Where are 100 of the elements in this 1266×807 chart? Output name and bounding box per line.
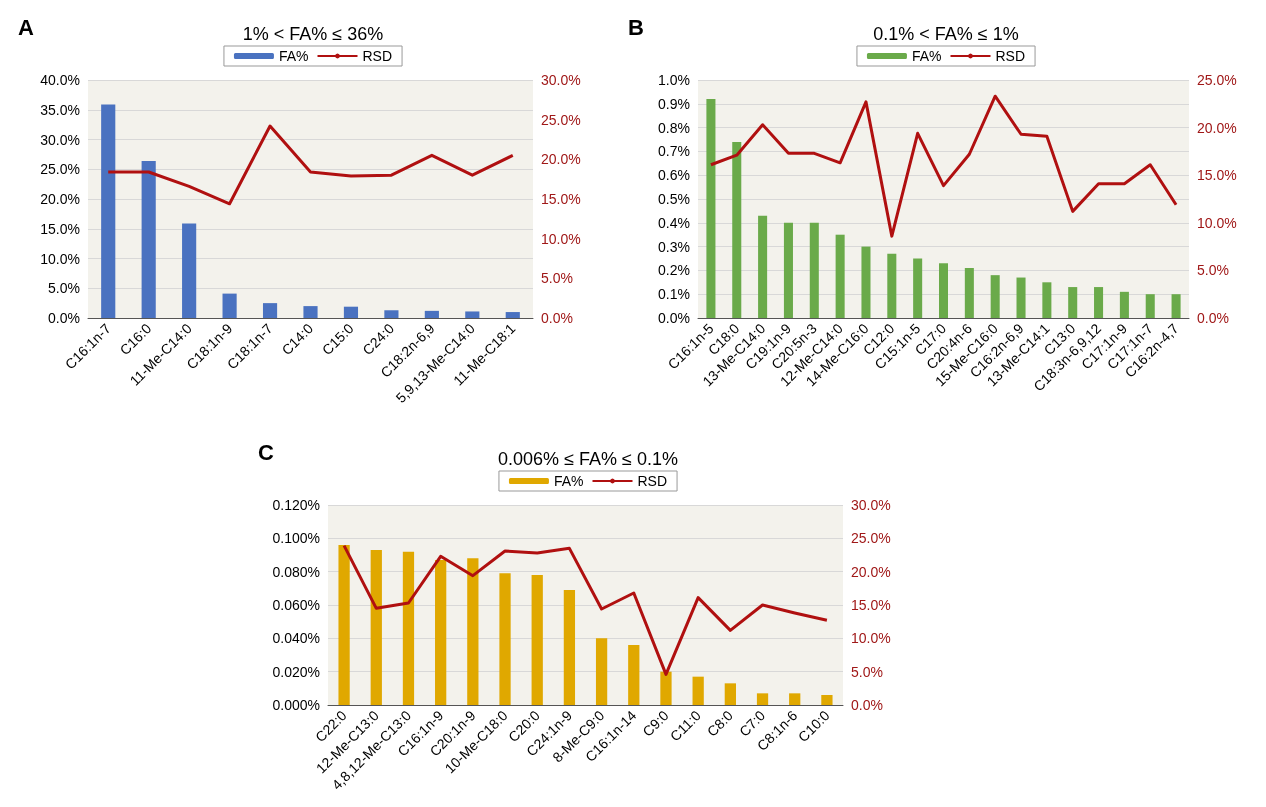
legend-label: RSD [362, 48, 393, 64]
bar [809, 222, 819, 318]
y-tick-label: 0.2% [658, 262, 690, 279]
y-tick-label: 0.080% [272, 563, 320, 580]
bar [724, 683, 736, 705]
bar [435, 560, 447, 705]
y-tick-label: 0.4% [658, 214, 690, 231]
bar [499, 573, 511, 705]
y-tick-label: 0.8% [658, 119, 690, 136]
y2-tick-label: 25.0% [1197, 72, 1237, 88]
y2-tick-label: 20.0% [851, 563, 891, 580]
bar [303, 306, 318, 318]
bar [141, 160, 156, 318]
y-tick-label: 0.3% [658, 238, 690, 255]
y2-tick-label: 15.0% [1197, 167, 1237, 184]
chart-title: 0.006% ≤ FA% ≤ 0.1% [498, 449, 678, 469]
bar [563, 590, 576, 705]
y-tick-label: 0.040% [272, 630, 320, 647]
y-tick-label: 30.0% [40, 131, 80, 148]
y-tick-label: 35.0% [40, 101, 80, 118]
y2-tick-label: 10.0% [541, 230, 581, 247]
bar [595, 638, 608, 705]
bar [628, 645, 640, 705]
bar [101, 104, 116, 318]
y-tick-label: 25.0% [40, 161, 80, 178]
bar [384, 310, 399, 318]
bar [182, 223, 197, 318]
y2-tick-label: 20.0% [1197, 119, 1237, 136]
bar [465, 311, 480, 318]
y-tick-label: 0.060% [272, 597, 320, 613]
legend-label: RSD [637, 473, 668, 489]
y-tick-label: 0.020% [272, 663, 320, 680]
bar [692, 676, 704, 705]
bar [660, 671, 672, 705]
legend-label: RSD [995, 48, 1026, 64]
line-series [106, 124, 515, 206]
line-series [342, 544, 829, 676]
y2-tick-label: 15.0% [851, 597, 891, 613]
bar [706, 99, 716, 318]
bar [338, 545, 350, 705]
chart-title: 1% < FA% ≤ 36% [242, 24, 384, 44]
y-tick-label: 40.0% [40, 72, 80, 88]
y-tick-label: 5.0% [48, 280, 80, 297]
bar [887, 253, 897, 318]
bar [1042, 282, 1052, 318]
bar [402, 551, 415, 705]
y2-tick-label: 10.0% [1197, 214, 1237, 231]
y-tick-label: 0.1% [658, 286, 690, 303]
bar [424, 310, 439, 318]
bar [505, 312, 520, 318]
y2-tick-label: 10.0% [851, 630, 891, 647]
bar [1119, 291, 1129, 318]
text: A [18, 14, 34, 40]
bar [1145, 294, 1155, 318]
y2-tick-label: 30.0% [851, 497, 891, 513]
bar [821, 695, 833, 705]
y2-tick-label: 0.0% [851, 697, 883, 713]
y2-tick-label: 30.0% [541, 72, 581, 88]
bar [990, 275, 1000, 318]
y2-tick-label: 5.0% [541, 270, 573, 287]
y-tick-label: 1.0% [658, 72, 690, 88]
bar [938, 263, 949, 318]
y2-tick-label: 20.0% [541, 151, 581, 168]
y2-tick-label: 5.0% [1197, 262, 1229, 279]
y-tick-label: 20.0% [40, 191, 80, 207]
y2-tick-label: 0.0% [1197, 310, 1229, 326]
y2-tick-label: 5.0% [851, 663, 883, 680]
y-tick-label: 0.5% [658, 191, 690, 207]
text: B [628, 14, 644, 40]
bar [370, 550, 382, 705]
y2-tick-label: 25.0% [851, 530, 891, 547]
bar [758, 215, 768, 318]
bar [913, 258, 923, 318]
bar [1094, 287, 1104, 318]
legend-label: FA% [553, 473, 584, 489]
bar [783, 222, 793, 318]
y-tick-label: 0.120% [272, 497, 320, 513]
bar [262, 303, 278, 318]
y-tick-label: 0.000% [272, 697, 320, 713]
bar [861, 246, 871, 318]
legend-label: FA% [278, 48, 309, 64]
y-tick-label: 0.6% [658, 167, 690, 184]
bar [531, 575, 543, 705]
bar [756, 693, 769, 705]
text: C [258, 439, 274, 465]
bar [222, 293, 237, 318]
bar [467, 558, 479, 705]
y2-tick-label: 25.0% [541, 111, 581, 128]
y-tick-label: 10.0% [40, 250, 80, 267]
bar [732, 141, 742, 318]
bar [343, 306, 359, 318]
y-tick-label: 0.7% [658, 143, 690, 160]
bar [835, 234, 845, 318]
y2-tick-label: 0.0% [541, 310, 573, 326]
y2-tick-label: 15.0% [541, 191, 581, 207]
line-series [709, 94, 1178, 238]
bar [1016, 277, 1026, 318]
y-tick-label: 0.0% [658, 310, 690, 326]
bar [1068, 287, 1078, 318]
bar [789, 693, 801, 705]
